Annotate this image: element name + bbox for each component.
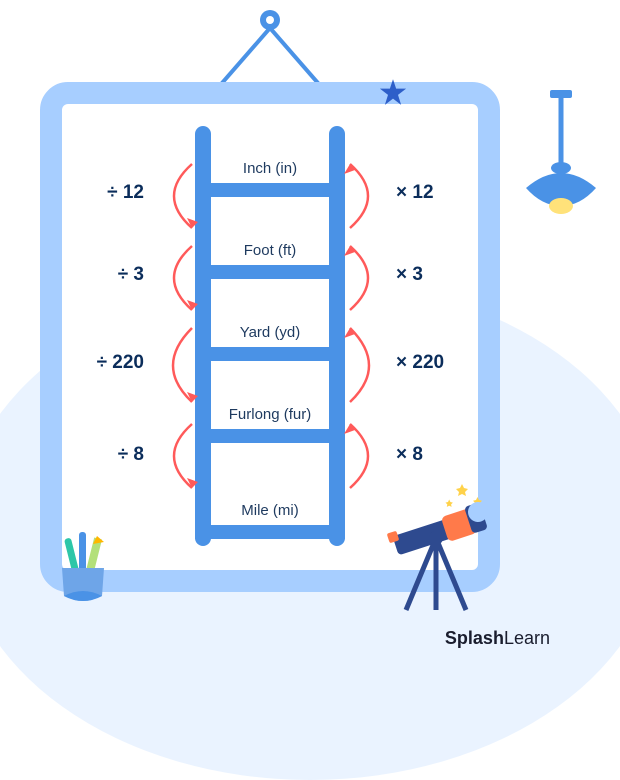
rung-bar <box>195 429 345 443</box>
arrow-up-icon <box>344 240 394 310</box>
pen-cup-icon <box>52 530 114 607</box>
brand-bold: Splash <box>445 628 504 648</box>
rung-bar <box>195 347 345 361</box>
brand-light: Learn <box>504 628 550 648</box>
rung-mile: Mile (mi) <box>195 498 345 539</box>
brand-logo: SplashLearn <box>445 628 550 649</box>
arrow-down-icon <box>148 158 198 228</box>
op-times-3: × 3 <box>396 264 466 286</box>
rung-furlong: Furlong (fur) <box>195 402 345 443</box>
telescope-icon <box>382 482 502 617</box>
arrow-down-icon <box>148 240 198 310</box>
rung-label: Inch (in) <box>195 156 345 183</box>
op-times-8: × 8 <box>396 444 466 466</box>
rung-bar <box>195 265 345 279</box>
star-icon <box>378 78 408 113</box>
op-times-12: × 12 <box>396 182 466 204</box>
arrow-up-icon <box>344 158 394 228</box>
rung-bar <box>195 525 345 539</box>
rung-foot: Foot (ft) <box>195 238 345 279</box>
rung-label: Mile (mi) <box>195 498 345 525</box>
op-divide-3: ÷ 3 <box>74 264 144 286</box>
op-times-220: × 220 <box>396 352 466 374</box>
rung-label: Foot (ft) <box>195 238 345 265</box>
op-divide-8: ÷ 8 <box>74 444 144 466</box>
arrow-down-icon <box>148 322 198 392</box>
rung-yard: Yard (yd) <box>195 320 345 361</box>
rung-label: Furlong (fur) <box>195 402 345 429</box>
rung-label: Yard (yd) <box>195 320 345 347</box>
arrow-up-icon <box>344 418 394 488</box>
rung-inch: Inch (in) <box>195 156 345 197</box>
op-divide-12: ÷ 12 <box>74 182 144 204</box>
rung-bar <box>195 183 345 197</box>
op-divide-220: ÷ 220 <box>74 352 144 374</box>
arrow-down-icon <box>148 418 198 488</box>
ladder: Inch (in) Foot (ft) Yard (yd) Furlong (f… <box>195 126 345 546</box>
lamp-icon <box>520 90 602 245</box>
arrow-up-icon <box>344 322 394 392</box>
